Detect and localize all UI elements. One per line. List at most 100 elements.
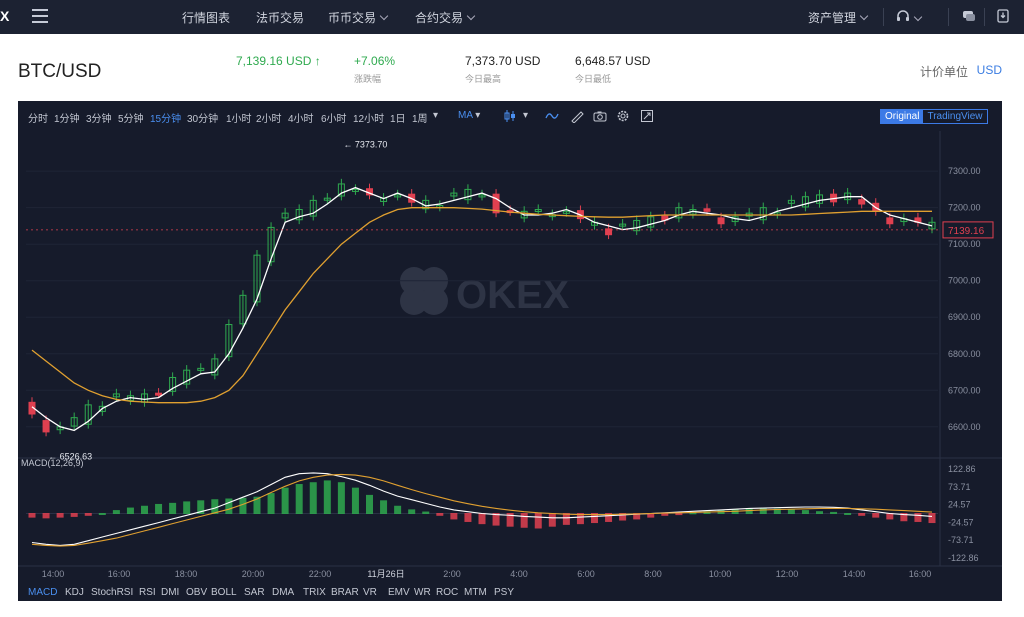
menu-icon[interactable]: [32, 9, 48, 23]
timeframe-7[interactable]: 2小时: [256, 114, 282, 125]
macd-histogram-bar: [506, 513, 514, 527]
timeframe-9[interactable]: 6小时: [321, 114, 347, 125]
asset-management-menu[interactable]: 资产管理: [808, 9, 869, 26]
draw-tool-icon[interactable]: [570, 109, 584, 123]
indicator-tab-kdj[interactable]: KDJ: [65, 587, 84, 598]
chevron-down-icon: [913, 12, 923, 22]
macd-histogram-bar: [351, 487, 359, 515]
macd-histogram-bar: [520, 513, 528, 528]
chat-icon[interactable]: [962, 9, 976, 23]
candle-body: [562, 210, 570, 214]
indicator-tab-wr[interactable]: WR: [414, 587, 431, 598]
caret-down-icon[interactable]: ▾: [523, 110, 529, 121]
timeframe-11[interactable]: 1日: [390, 114, 406, 125]
camera-icon[interactable]: [593, 109, 607, 123]
indicator-tab-boll[interactable]: BOLL: [211, 587, 237, 598]
candle-body: [155, 392, 163, 396]
candle-body: [281, 212, 289, 219]
timeframe-10[interactable]: 12小时: [353, 114, 385, 125]
headset-icon: [897, 10, 909, 21]
indicator-select[interactable]: MA ▾: [458, 110, 481, 121]
macd-histogram-bar: [436, 513, 444, 516]
watermark-text: OKEX: [456, 273, 570, 317]
support-menu[interactable]: [896, 9, 923, 26]
indicator-tab-emv[interactable]: EMV: [388, 587, 410, 598]
time-tick-label: 16:00: [909, 569, 932, 579]
candle-body: [211, 358, 219, 376]
timeframe-6[interactable]: 1小时: [226, 114, 252, 125]
high-stat: 7,373.70 USD 今日最高: [465, 54, 540, 85]
unit-select[interactable]: USD: [976, 63, 1002, 77]
timeframe-3[interactable]: 5分钟: [118, 114, 144, 125]
timeframe-8[interactable]: 4小时: [288, 114, 314, 125]
indicator-tab-brar[interactable]: BRAR: [331, 587, 359, 598]
indicator-tab-dma[interactable]: DMA: [272, 587, 295, 598]
candle-body: [464, 188, 472, 201]
caret-down-icon[interactable]: ▾: [433, 110, 439, 121]
candle-body: [647, 216, 655, 228]
macd-histogram-bar: [886, 513, 894, 520]
fullscreen-icon[interactable]: [640, 109, 654, 123]
view-original-button[interactable]: Original: [881, 110, 924, 123]
timeframe-5[interactable]: 30分钟: [187, 114, 219, 125]
macd-histogram-bar: [492, 513, 500, 526]
macd-histogram-bar: [576, 513, 584, 525]
macd-histogram-bar: [787, 509, 795, 514]
indicator-tab-trix[interactable]: TRIX: [303, 587, 326, 598]
candle-body: [534, 209, 542, 213]
change-label: 涨跌幅: [354, 74, 382, 84]
macd-histogram-bar: [141, 505, 148, 514]
candle-body: [84, 404, 92, 425]
candle-body: [394, 194, 402, 198]
candlestick-type-icon[interactable]: [503, 109, 517, 123]
last-price-tag: [942, 221, 994, 239]
price-tick-label: 7100.00: [948, 239, 981, 249]
indicator-tab-vr[interactable]: VR: [363, 587, 377, 598]
indicator-tab-obv[interactable]: OBV: [186, 587, 208, 598]
extreme-price-label: ← 7373.70: [343, 139, 387, 149]
time-tick-label: 11月26日: [367, 569, 404, 579]
macd-label: MACD(12,26,9): [21, 458, 84, 468]
timeframe-4[interactable]: 15分钟: [150, 114, 182, 125]
nav-item-market-chart[interactable]: 行情图表: [182, 9, 230, 26]
macd-histogram-bar: [380, 500, 388, 514]
view-toggle: Original TradingView: [880, 109, 988, 124]
macd-histogram-bar: [605, 513, 613, 522]
macd-histogram-bar: [84, 513, 92, 516]
timeframe-2[interactable]: 3分钟: [86, 114, 112, 125]
candle-body: [619, 223, 627, 227]
candle-body: [492, 193, 500, 214]
indicator-tab-roc[interactable]: ROC: [436, 587, 459, 598]
price-tick-label: 7200.00: [948, 203, 981, 213]
timeframe-0[interactable]: 分时: [28, 114, 48, 125]
macd-tick-label: -122.86: [948, 553, 979, 563]
settings-gear-icon[interactable]: [616, 109, 630, 123]
indicator-tab-mtm[interactable]: MTM: [464, 587, 487, 598]
nav-item-fiat-trading[interactable]: 法币交易: [256, 9, 304, 26]
nav-item-futures-trading[interactable]: 合约交易: [415, 9, 476, 26]
price-tick-label: 6900.00: [948, 312, 981, 322]
view-tradingview-button[interactable]: TradingView: [927, 111, 983, 122]
timeframe-1[interactable]: 1分钟: [54, 114, 80, 125]
macd-histogram-bar: [464, 513, 472, 522]
price-chart[interactable]: OKEX ← 7373.70 ← 6526.63 7139.16 6600.00 67…: [18, 101, 1002, 584]
timeframe-12[interactable]: 1周: [412, 114, 428, 125]
macd-histogram-bar: [323, 480, 331, 514]
indicator-tab-macd[interactable]: MACD: [28, 587, 58, 598]
indicator-tab-rsi[interactable]: RSI: [139, 587, 156, 598]
indicator-tab-psy[interactable]: PSY: [494, 587, 515, 598]
logo[interactable]: X: [0, 8, 10, 24]
macd-histogram-bar: [225, 498, 233, 515]
macd-histogram-bar: [591, 513, 598, 524]
candle-body: [759, 207, 767, 221]
indicator-tab-dmi[interactable]: DMI: [161, 587, 180, 598]
indicator-wave-icon[interactable]: [545, 109, 559, 123]
candle-body: [225, 324, 233, 358]
download-icon[interactable]: [996, 9, 1010, 23]
indicator-tab-sar[interactable]: SAR: [244, 587, 265, 598]
nav-item-spot-trading[interactable]: 币币交易: [328, 9, 389, 26]
macd-histogram-bar: [309, 482, 317, 515]
macd-histogram-bar: [450, 513, 458, 520]
time-tick-label: 14:00: [42, 569, 65, 579]
indicator-tab-stochrsi[interactable]: StochRSI: [91, 587, 134, 598]
